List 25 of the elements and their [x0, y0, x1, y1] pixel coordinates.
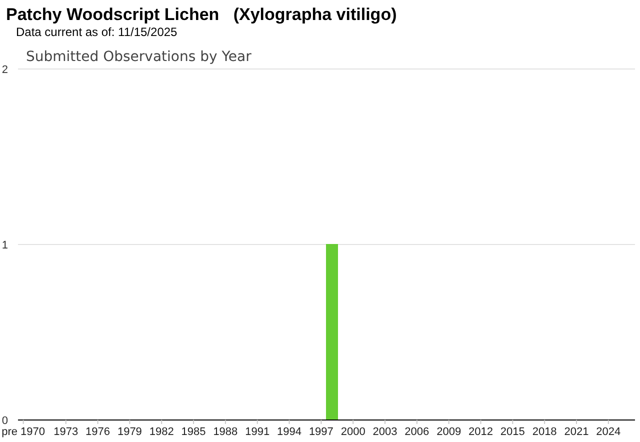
x-tick-label: 1976: [86, 426, 110, 438]
chart-subtitle: Submitted Observations by Year: [26, 48, 252, 66]
x-tick-label: 2012: [468, 426, 493, 438]
x-tick-label: 1979: [117, 426, 142, 438]
x-tick-label: 1997: [308, 426, 334, 438]
text: Data current as of: 11/15/2025: [16, 25, 178, 39]
x-tick-label: 1973: [54, 426, 78, 438]
x-tick-label: 2021: [564, 426, 589, 438]
x-tick-label: 2000: [340, 426, 366, 438]
y-tick-label: 1: [2, 239, 8, 252]
y-tick-label: 2: [2, 64, 8, 76]
x-tick-label: pre 1970: [2, 426, 46, 438]
x-tick-label: 1985: [181, 426, 206, 438]
x-tick-label: 1988: [213, 426, 238, 438]
chart-title: Patchy Woodscript Lichen (Xylographa vitiligo): [6, 5, 397, 25]
x-tick-label: 1982: [149, 426, 174, 438]
x-tick-label: 2003: [372, 426, 398, 438]
x-tick-label: 2006: [404, 426, 430, 438]
x-tick-label: 2018: [532, 426, 557, 438]
y-tick-label: 0: [2, 414, 8, 427]
x-tick-label: 2015: [500, 426, 525, 438]
x-tick-label: 2024: [596, 426, 621, 438]
x-tick-label: 1994: [277, 426, 302, 438]
x-tick-label: 2009: [436, 426, 462, 438]
x-tick-label: 1991: [245, 426, 270, 438]
